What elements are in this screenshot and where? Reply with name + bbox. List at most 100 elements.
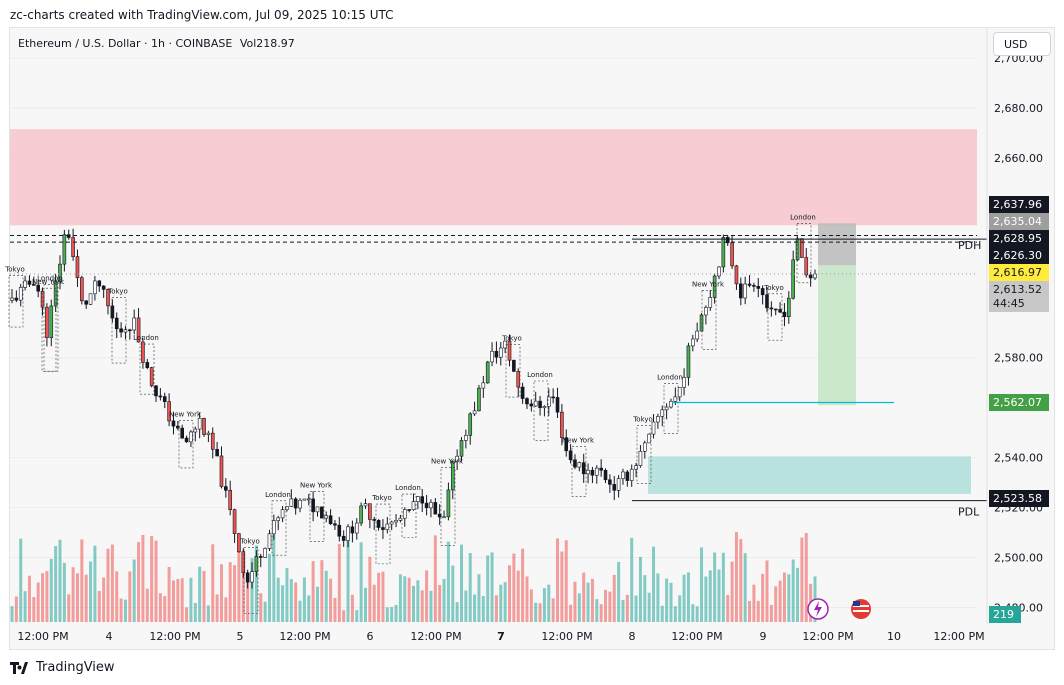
volume-bar — [756, 600, 760, 622]
volume-bar — [577, 593, 581, 622]
candle-body — [459, 440, 464, 457]
volume-bar — [796, 567, 800, 622]
tradingview-brand[interactable]: TradingView — [10, 660, 115, 675]
candle-body — [141, 341, 145, 363]
currency-selector[interactable]: USD — [993, 32, 1051, 56]
volume-bar — [721, 552, 725, 622]
candle-body — [512, 359, 516, 372]
candle-body — [88, 293, 93, 305]
flag-canton — [853, 601, 860, 606]
session-label: New York — [300, 482, 333, 490]
volume-bar — [377, 572, 381, 622]
volume-bar — [438, 585, 442, 622]
candle-body — [546, 396, 551, 407]
candle-body — [468, 413, 473, 436]
volume-bar — [442, 578, 446, 622]
volume-bar — [307, 595, 311, 622]
candle-body — [669, 401, 673, 408]
volume-bar — [211, 544, 215, 622]
session-label: New York — [692, 280, 725, 288]
session-box — [271, 500, 287, 556]
volume-bar — [713, 552, 717, 622]
volume-bar — [54, 546, 58, 622]
candle-body — [599, 467, 603, 471]
volume-bar — [460, 544, 464, 622]
resistance-zone — [10, 129, 977, 226]
x-tick-label: 12:00 PM — [149, 630, 200, 643]
volume-bar — [150, 536, 154, 622]
volume-bar — [700, 547, 704, 622]
volume-bar — [89, 561, 93, 622]
volume-bar — [329, 578, 333, 622]
flag-stripe — [853, 605, 869, 607]
candle-body — [62, 234, 67, 265]
candle-body — [725, 237, 730, 244]
volume-bar — [36, 582, 40, 622]
candle-body — [446, 489, 451, 518]
candle-body — [162, 396, 167, 402]
volume-bar — [128, 571, 132, 622]
price-label: 2,628.95 — [989, 230, 1049, 247]
volume-bar — [665, 578, 669, 622]
candle-body — [23, 280, 27, 288]
volume-bar — [272, 534, 276, 622]
volume-bar — [267, 553, 271, 622]
volume-bar — [669, 582, 673, 622]
volume-bar — [752, 584, 756, 622]
volume-bar — [551, 598, 555, 622]
session-label: Tokyo — [239, 537, 260, 545]
price-label: 2,637.96 — [989, 196, 1049, 213]
candle-body — [612, 484, 617, 491]
candle-body — [58, 263, 62, 282]
volume-bar — [525, 576, 529, 622]
session-label: New York — [32, 278, 65, 286]
candle-body — [250, 571, 254, 583]
candle-body — [280, 509, 285, 519]
volume-bar — [556, 538, 560, 622]
volume-bar — [717, 569, 721, 622]
volume-bar — [285, 568, 289, 622]
volume-bar — [682, 574, 686, 622]
candle-body — [219, 455, 224, 487]
symbol-legend[interactable]: Ethereum / U.S. Dollar · 1h · COINBASE V… — [18, 37, 295, 50]
volume-bar — [564, 540, 568, 622]
candle-body — [320, 506, 324, 519]
volume-bar — [739, 539, 743, 622]
session-label: New York — [431, 458, 464, 466]
volume-bar — [748, 600, 752, 622]
symbol-title: Ethereum / U.S. Dollar · 1h · COINBASE — [18, 37, 233, 50]
candle-body — [651, 421, 656, 435]
candle-body — [804, 257, 809, 276]
candle-body — [110, 305, 115, 319]
y-tick-label: 2,660.00 — [994, 152, 1043, 165]
tradingview-logo-icon — [10, 661, 32, 675]
volume-bar — [547, 584, 551, 622]
candle-body — [481, 382, 486, 389]
session-box — [505, 344, 521, 398]
volume-bar — [45, 571, 49, 622]
candle-body — [394, 520, 398, 523]
session-box — [8, 275, 24, 328]
x-tick-label: 12:00 PM — [279, 630, 330, 643]
session-label: New York — [169, 411, 202, 419]
candle-body — [625, 471, 630, 481]
candle-body — [555, 397, 560, 413]
candle-body — [202, 417, 206, 435]
x-tick-label: 7 — [497, 630, 505, 643]
candle-body — [333, 523, 337, 526]
candle-body — [634, 465, 638, 470]
volume-bar — [289, 579, 293, 622]
candle-body — [529, 403, 534, 407]
candle-body — [429, 502, 433, 509]
candle-body — [647, 433, 651, 444]
volume-bar — [281, 585, 285, 622]
candle-body — [263, 548, 267, 558]
session-label: Tokyo — [632, 416, 653, 424]
x-tick-label: 9 — [760, 630, 767, 643]
candle-body — [49, 305, 54, 339]
snapshot-caption: zc-charts created with TradingView.com, … — [10, 8, 394, 22]
session-label: London — [790, 214, 816, 222]
candle-body — [769, 307, 774, 310]
candle-body — [450, 461, 455, 491]
